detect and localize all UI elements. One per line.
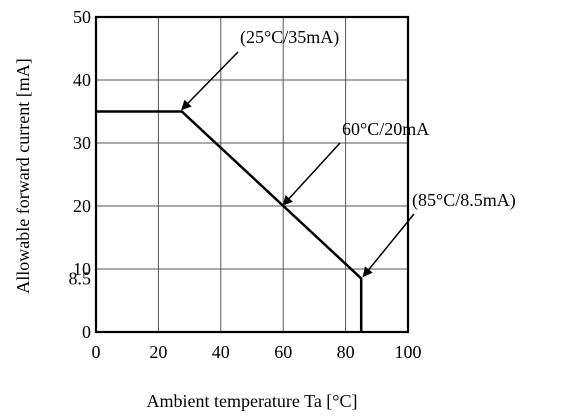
- annotation-label: (85°C/8.5mA): [412, 190, 516, 211]
- x-tick-label: 60: [274, 342, 292, 362]
- annotation-arrow: [181, 51, 239, 111]
- annotation-label: (25°C/35mA): [240, 27, 339, 48]
- annotation-arrow: [362, 213, 415, 278]
- y-tick-label: 10: [73, 259, 91, 279]
- annotation-label: 60°C/20mA: [342, 119, 429, 139]
- annotations: (25°C/35mA) 60°C/20mA (85°C/8.5mA): [181, 27, 516, 278]
- x-tick-label: 40: [212, 342, 230, 362]
- y-tick-label: 20: [73, 196, 91, 216]
- x-tick-label: 20: [149, 342, 167, 362]
- annotation-arrow: [282, 142, 341, 206]
- x-tick-label: 80: [337, 342, 355, 362]
- y-tick-label: 40: [73, 70, 91, 90]
- x-tick-label: 0: [92, 342, 101, 362]
- y-axis-label: Allowable forward current [mA]: [13, 58, 33, 293]
- x-tick-label: 100: [395, 342, 422, 362]
- x-tick-labels: 0 20 40 60 80 100: [92, 342, 422, 362]
- y-tick-label: 0: [82, 322, 91, 342]
- plot-frame: [94, 15, 410, 334]
- y-tick-label: 50: [73, 7, 91, 27]
- y-tick-labels: 0 8.510 20 30 40 50: [69, 7, 92, 342]
- plot-border: [94, 15, 410, 334]
- y-tick-label: 8.5: [69, 268, 92, 288]
- series-layer: [96, 110, 363, 332]
- x-axis-label: Ambient temperature Ta [°C]: [146, 391, 357, 411]
- series-line: [96, 110, 363, 332]
- y-tick-label: 30: [73, 133, 91, 153]
